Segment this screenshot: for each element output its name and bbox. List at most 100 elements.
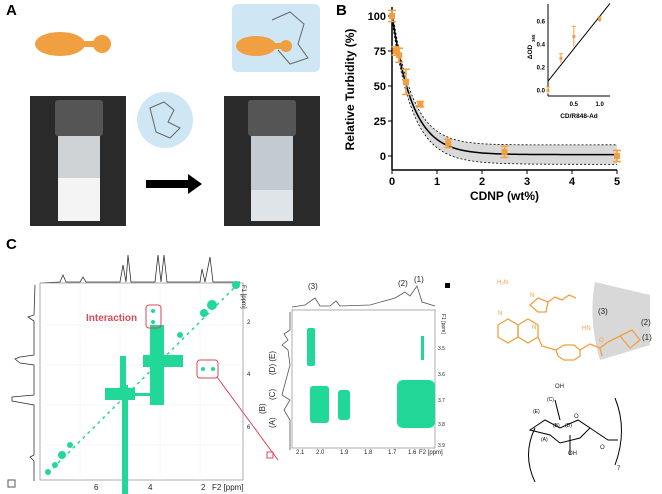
inset-data-point [597,16,602,22]
inset-data-point [546,86,550,94]
side-label-de: (D) (E) [268,351,277,375]
inset-y-axis-label: ΔOD [527,44,534,59]
cross-peaks [307,328,435,428]
cyclodextrin-nanoparticle-icon [137,92,193,148]
panel-b-label: B [336,2,347,19]
inset-y-axis-subscript: 365 [531,34,536,42]
f2-tick: 2.0 [316,450,325,456]
data-point [401,68,410,96]
noesy-zoom-spectrum [281,283,450,450]
f2-projection-trace [39,255,240,284]
marker [598,17,602,21]
f2-tick: 6 [94,483,99,492]
inset-x-axis-label: CD/R848-Ad [560,113,598,120]
spectrum-frame [39,282,244,481]
cross-peaks [45,281,240,494]
data-point [613,149,621,163]
f1-axis-label: F1 [ppm] [440,314,446,334]
cd-label-a: (A) [541,437,548,443]
f2-tick: 2.1 [296,450,305,456]
inset-y-tick-label: 0.0 [537,88,546,94]
peak-label-3: (3) [308,282,318,291]
y-tick-label: 75 [374,46,386,58]
f2-tick: 1.9 [340,450,349,456]
grid-lines [40,283,243,480]
f1-tick: 4 [247,372,251,378]
oh-label: OH [568,451,577,457]
inset-y-tick-label: 0.6 [537,20,546,26]
complex-illustration-icon [232,4,320,72]
r848-ad-dumbbell-icon [35,32,111,56]
f2-axis-label: F2 [ppm] [419,450,443,456]
vial-turbid-icon [30,96,126,226]
noesy-full-spectrum [7,255,279,494]
f1-projection-trace [281,312,291,450]
confidence-band [392,9,617,165]
inset-y-tick-label: 0.2 [537,65,546,71]
marker [396,52,403,59]
data-point [388,9,396,23]
x-axis-label: CDNP (wt%) [470,189,539,203]
x-tick-label: 2 [479,176,485,188]
marker [389,13,395,19]
f1-tick: 6 [247,425,251,431]
y-axis-label: Relative Turbidity (%) [343,29,357,151]
marker [559,56,563,60]
f2-tick: 1.7 [388,450,397,456]
f1-tick: 3.5 [438,346,445,352]
f1-tick: 3.9 [438,443,445,449]
marker [417,101,424,108]
x-tick-label: 1 [434,176,440,188]
f1-tick: 2 [247,320,251,326]
peak-label-2: (2) [398,279,408,288]
inset-data-point [571,25,576,47]
zoom-y-axis: F1 [ppm] 3.5 3.6 3.7 3.8 3.9 [438,310,448,450]
o-label: O [599,338,604,344]
ad-label-3: (3) [598,307,608,316]
n-label: N [498,311,503,317]
chemical-structures [497,282,650,483]
r848-ad-structure [497,294,641,361]
f2-tick: 1.6 [408,450,417,456]
nh-label: HN [582,326,591,332]
x-tick-label: 4 [569,176,576,188]
y-tick-label: 0 [380,151,386,163]
side-label-b: (B) [258,403,267,414]
peak-label-1: (1) [414,275,424,284]
marker [445,140,452,147]
data-point [444,138,453,149]
corner-marker [445,283,450,288]
f1-projection-trace [11,284,36,481]
marker [572,35,576,39]
corner-marker [7,479,16,488]
f1-tick: 3.7 [438,398,445,404]
cd-label-d: (D) [565,423,572,429]
x-tick-label: 3 [524,176,530,188]
cd-label-b: (B) [553,423,560,429]
y-tick-label: 50 [374,81,386,93]
inset-fit-line [547,3,611,82]
data-point [395,47,404,63]
inset-x-tick-label: 1.0 [595,102,604,108]
y-tick-label: 100 [368,11,386,23]
link-o-label: O [600,445,605,451]
panel-a-label: A [6,2,17,19]
f2-tick: 2 [201,483,206,492]
f2-axis-label: F2 [ppm] [212,483,244,492]
cyclodextrin-structure [528,397,622,483]
ring-o-label: O [574,414,579,420]
n-label: N [532,325,537,331]
zoom-connector-line [216,376,279,461]
cyclodextrin-cone-icon [592,282,650,360]
ad-label-2: (2) [641,318,651,327]
panel-c-label: C [6,236,17,253]
oh-label: OH [555,384,564,390]
zoom-region-highlight-box [196,359,219,379]
interaction-label: Interaction [86,313,138,324]
x-tick-label: 5 [614,176,620,188]
inset-x-tick-label: 0.5 [570,102,579,108]
data-point [500,145,509,159]
f2-projection-trace [291,285,436,308]
